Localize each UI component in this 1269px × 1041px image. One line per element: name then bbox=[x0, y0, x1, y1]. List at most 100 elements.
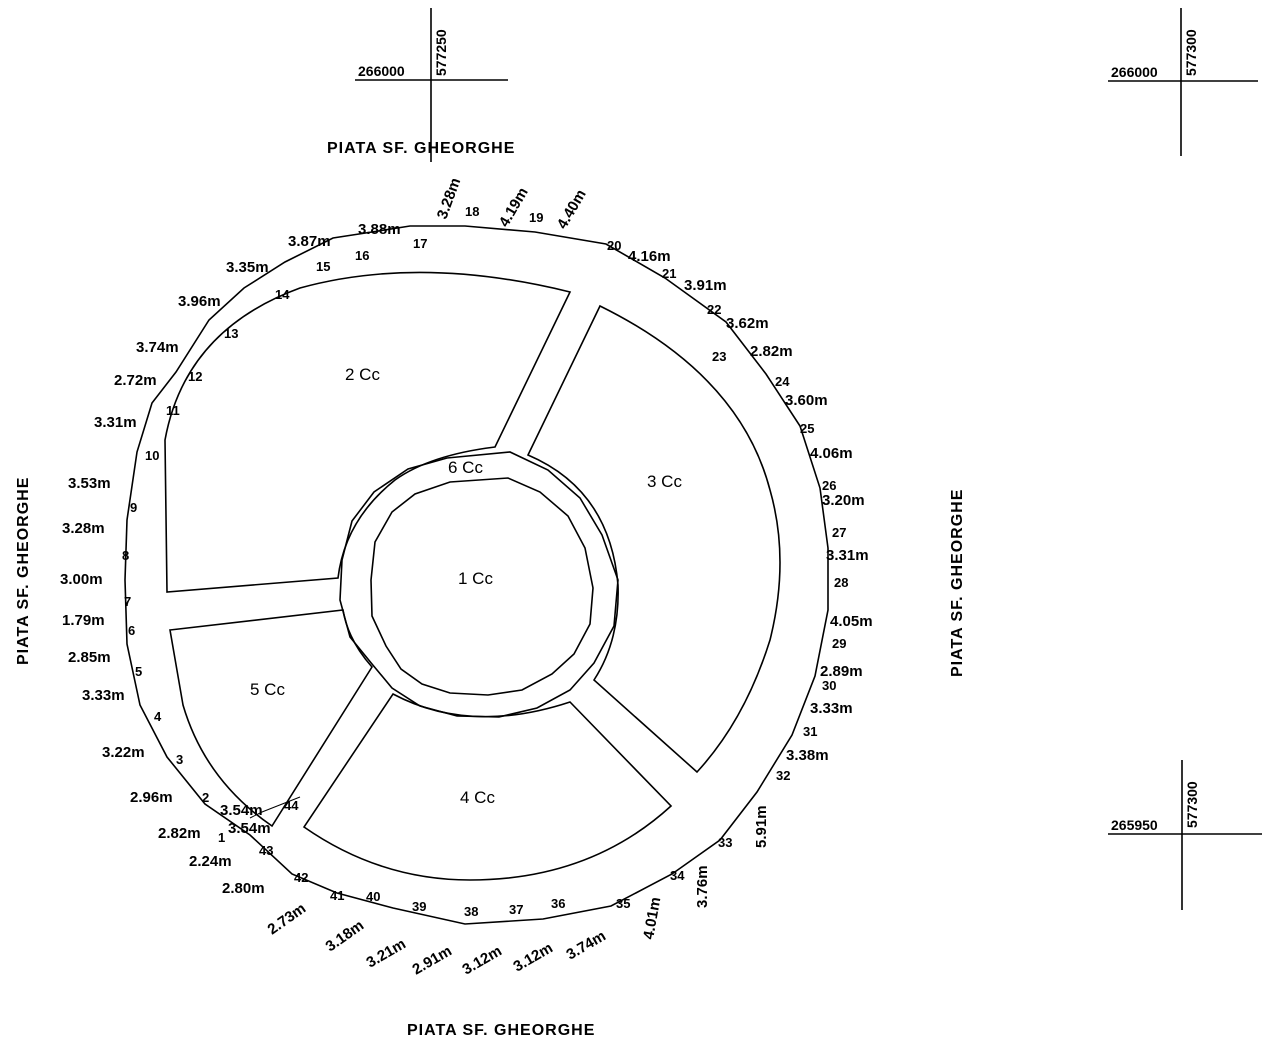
parcel-5-shape bbox=[169, 609, 373, 828]
length-label: 2.80m bbox=[222, 880, 265, 897]
point-label: 25 bbox=[800, 421, 814, 436]
point-label: 1 bbox=[218, 830, 225, 845]
grid-y-label: 577300 bbox=[1183, 29, 1199, 76]
point-label: 6 bbox=[128, 623, 135, 638]
street-label-top: PIATA SF. GHEORGHE bbox=[327, 140, 515, 157]
point-label: 3 bbox=[176, 752, 183, 767]
point-label: 42 bbox=[294, 870, 308, 885]
point-label: 16 bbox=[355, 248, 369, 263]
parcel-label-4: 4 Cc bbox=[460, 788, 495, 807]
boundary-detail bbox=[249, 796, 301, 819]
length-label: 3.00m bbox=[60, 571, 103, 588]
length-label: 3.31m bbox=[94, 414, 137, 431]
grid-x-label: 266000 bbox=[358, 63, 405, 79]
length-label: 3.62m bbox=[726, 315, 769, 332]
length-label: 3.33m bbox=[810, 700, 853, 717]
street-label-bottom: PIATA SF. GHEORGHE bbox=[407, 1022, 595, 1039]
point-label: 4 bbox=[154, 709, 162, 724]
grid-x-label: 266000 bbox=[1111, 64, 1158, 80]
length-label: 3.28m bbox=[434, 176, 465, 222]
parcel-4-shape bbox=[302, 692, 673, 881]
point-label: 40 bbox=[366, 889, 380, 904]
length-label: 3.31m bbox=[826, 547, 869, 564]
point-label: 35 bbox=[616, 896, 630, 911]
point-label: 17 bbox=[413, 236, 427, 251]
length-label: 3.22m bbox=[102, 744, 145, 761]
length-label: 2.73m bbox=[265, 900, 310, 938]
length-label: 4.01m bbox=[640, 896, 664, 941]
length-label: 4.16m bbox=[628, 248, 671, 265]
length-label: 3.96m bbox=[178, 293, 221, 310]
point-label: 32 bbox=[776, 768, 790, 783]
point-label: 31 bbox=[803, 724, 817, 739]
parcel-label-6: 6 Cc bbox=[448, 458, 483, 477]
point-label: 15 bbox=[316, 259, 330, 274]
point-label: 5 bbox=[135, 664, 142, 679]
length-label: 3.28m bbox=[62, 520, 105, 537]
length-label: 3.88m bbox=[358, 221, 401, 238]
outer-boundary bbox=[124, 225, 829, 925]
length-label: 2.82m bbox=[750, 343, 793, 360]
point-label: 18 bbox=[465, 204, 479, 219]
length-label: 3.91m bbox=[684, 277, 727, 294]
length-label: 3.53m bbox=[68, 475, 111, 492]
parcel-2-shape bbox=[164, 271, 572, 593]
parcel-label-1: 1 Cc bbox=[458, 569, 493, 588]
length-label: 2.24m bbox=[189, 853, 232, 870]
point-label: 33 bbox=[718, 835, 732, 850]
point-label: 24 bbox=[775, 374, 790, 389]
length-label: 3.12m bbox=[460, 942, 505, 978]
point-label: 26 bbox=[822, 478, 836, 493]
length-label: 4.06m bbox=[810, 445, 853, 462]
length-label: 4.19m bbox=[496, 185, 532, 230]
length-label: 3.74m bbox=[136, 339, 179, 356]
point-label: 43 bbox=[259, 843, 273, 858]
segment-length-labels: 3.54m 3.54m 2.82m 2.24m 2.80m 2.73m 3.18… bbox=[60, 176, 873, 979]
length-label: 3.38m bbox=[786, 747, 829, 764]
point-label: 12 bbox=[188, 369, 202, 384]
point-label: 22 bbox=[707, 302, 721, 317]
length-label: 2.72m bbox=[114, 372, 157, 389]
point-label: 28 bbox=[834, 575, 848, 590]
length-label: 4.40m bbox=[554, 187, 590, 232]
point-label: 30 bbox=[822, 678, 836, 693]
length-label: 3.20m bbox=[822, 492, 865, 509]
length-label: 1.79m bbox=[62, 612, 105, 629]
point-label: 2 bbox=[202, 790, 209, 805]
grid-y-label: 577250 bbox=[433, 29, 449, 76]
length-label: 2.96m bbox=[130, 789, 173, 806]
point-label: 14 bbox=[275, 287, 290, 302]
parcel-label-5: 5 Cc bbox=[250, 680, 285, 699]
point-label: 11 bbox=[166, 403, 180, 418]
point-label: 38 bbox=[464, 904, 478, 919]
parcel-3-shape bbox=[526, 304, 781, 774]
point-label: 36 bbox=[551, 896, 565, 911]
length-label: 3.76m bbox=[694, 865, 711, 908]
point-label: 27 bbox=[832, 525, 846, 540]
point-label: 10 bbox=[145, 448, 159, 463]
point-label: 41 bbox=[330, 888, 344, 903]
point-label: 29 bbox=[832, 636, 846, 651]
point-label: 7 bbox=[124, 594, 131, 609]
point-label: 19 bbox=[529, 210, 543, 225]
grid-cross-bottom-right: 265950 577300 bbox=[1108, 760, 1262, 910]
length-label: 2.85m bbox=[68, 649, 111, 666]
length-label: 5.91m bbox=[753, 805, 770, 848]
length-label: 3.74m bbox=[564, 927, 609, 963]
length-label: 2.89m bbox=[820, 663, 863, 680]
length-label: 4.05m bbox=[830, 613, 873, 630]
point-label: 34 bbox=[670, 868, 685, 883]
grid-cross-top-right: 266000 577300 bbox=[1108, 8, 1258, 156]
point-label: 37 bbox=[509, 902, 523, 917]
length-label: 2.82m bbox=[158, 825, 201, 842]
point-label: 8 bbox=[122, 548, 129, 563]
point-label: 39 bbox=[412, 899, 426, 914]
point-label: 44 bbox=[284, 798, 299, 813]
grid-cross-top-center: 266000 577250 bbox=[355, 8, 508, 162]
street-label-left: PIATA SF. GHEORGHE bbox=[15, 477, 32, 665]
length-label: 3.54m bbox=[220, 802, 263, 819]
length-label: 3.54m bbox=[228, 820, 271, 837]
length-label: 3.18m bbox=[323, 917, 368, 955]
point-label: 9 bbox=[130, 500, 137, 515]
